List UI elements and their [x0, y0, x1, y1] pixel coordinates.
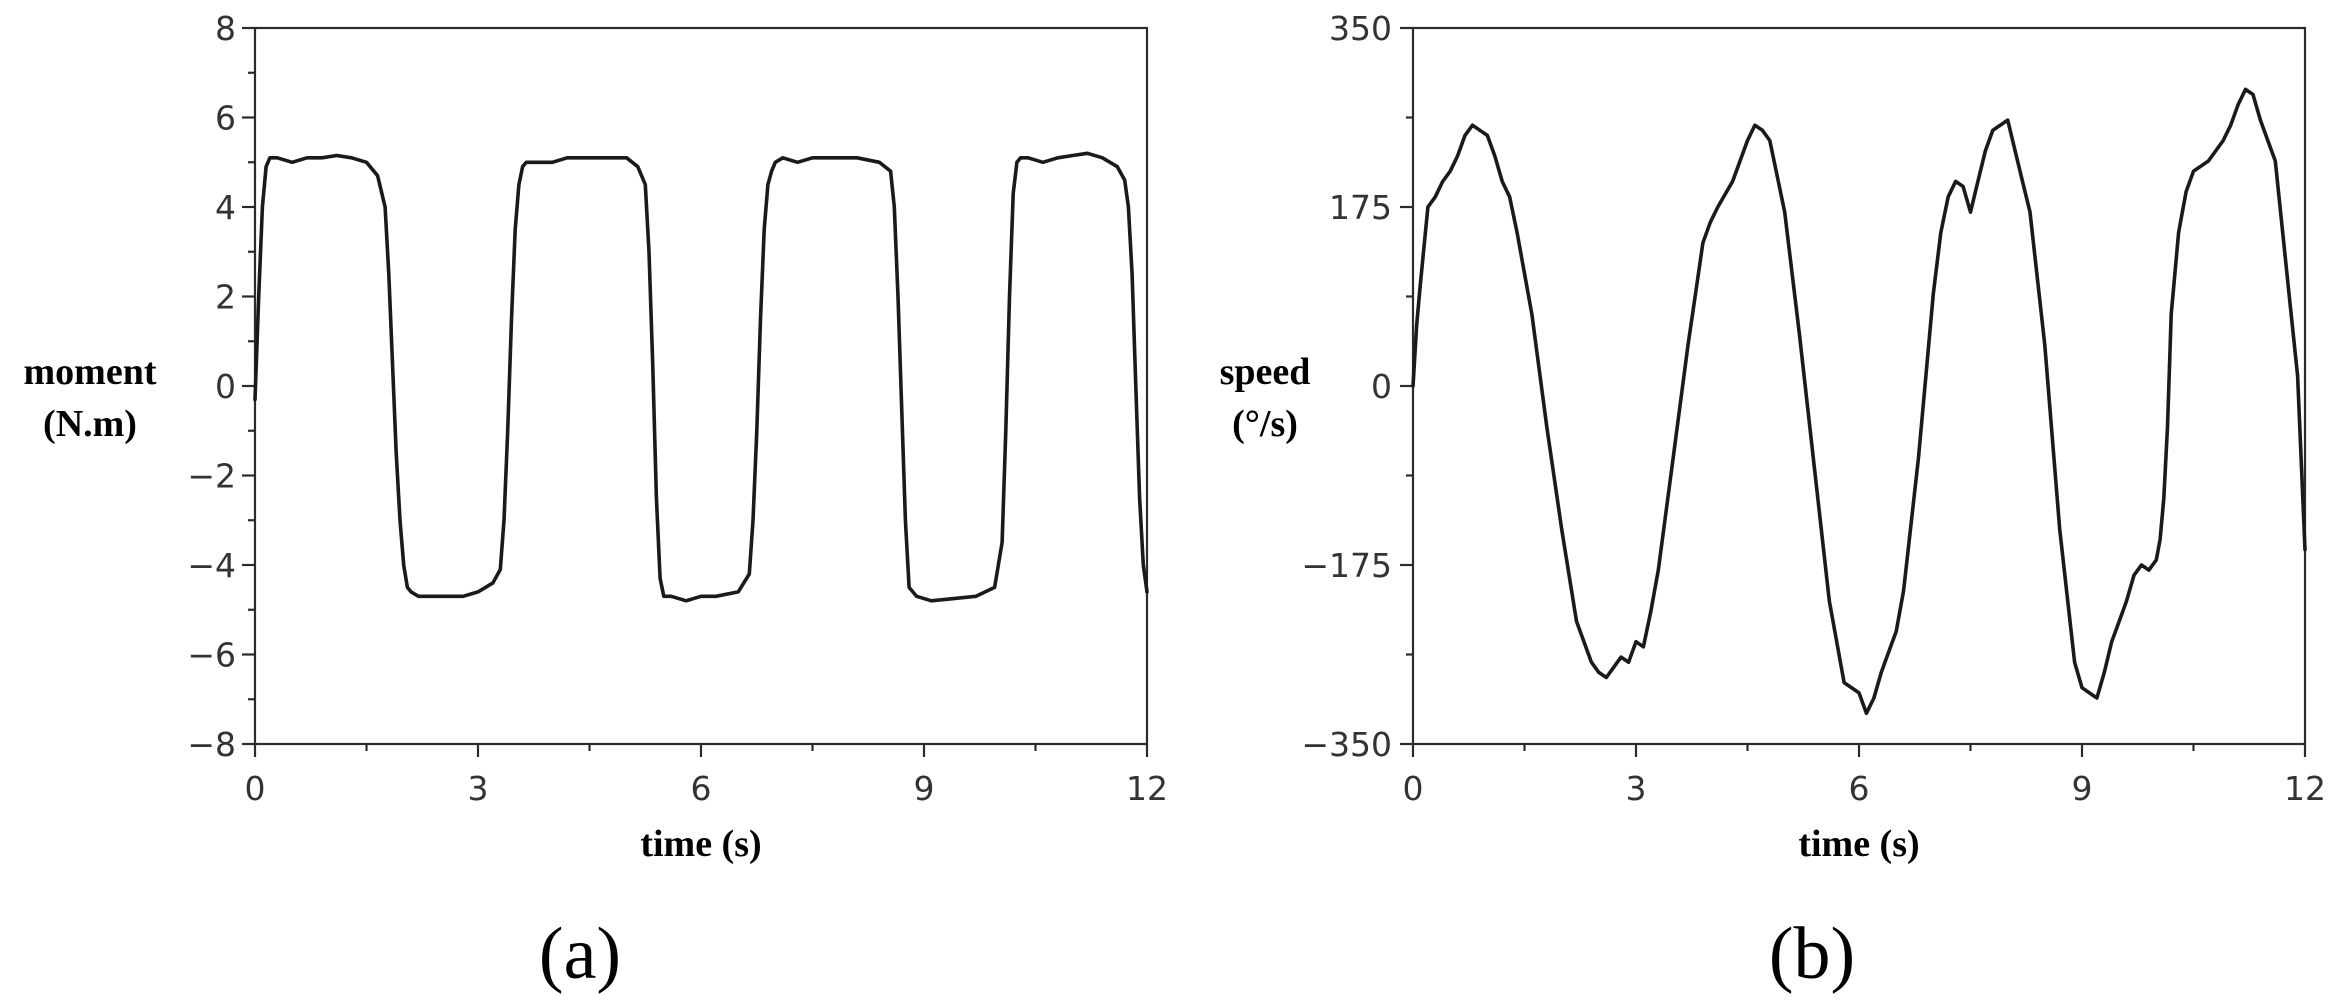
- y-axis-title: speed: [1220, 351, 1311, 393]
- panel-a: −8 −6 −4 −2 0 2 4 6 8 0 3 6 9 12 moment (N.m) time (s) (a…: [24, 9, 1168, 995]
- y-tick-label: −175: [1301, 546, 1392, 585]
- x-tick-label: 6: [691, 769, 712, 808]
- x-tick-label: 3: [468, 769, 489, 808]
- y-tick-label: −8: [187, 725, 236, 764]
- x-tick-label: 0: [1403, 769, 1424, 808]
- x-tick-label: 9: [914, 769, 935, 808]
- series-line: [253, 151, 1149, 603]
- x-tick-label: 3: [1626, 769, 1647, 808]
- x-tick-label: 12: [2284, 769, 2326, 808]
- y-tick-label: 6: [215, 99, 236, 138]
- y-tick-label: −4: [187, 546, 236, 585]
- y-tick-label: 350: [1329, 9, 1392, 48]
- y-axis-title: (°/s): [1232, 403, 1298, 445]
- y-tick-label: 2: [215, 278, 236, 317]
- y-axis-title: (N.m): [43, 403, 137, 445]
- y-tick-label: −6: [187, 636, 236, 675]
- x-axis-title: time (s): [640, 823, 761, 865]
- x-tick-label: 12: [1126, 769, 1168, 808]
- x-tick-label: 0: [245, 769, 266, 808]
- y-tick-label: 0: [1371, 367, 1392, 406]
- y-tick-label: −350: [1301, 725, 1392, 764]
- y-axis-title: moment: [24, 351, 157, 393]
- plot-frame: [253, 26, 1149, 746]
- x-tick-label: 6: [1849, 769, 1870, 808]
- y-tick-label: 175: [1329, 188, 1392, 227]
- panel-label: (a): [539, 913, 621, 995]
- panel-b: −350 −175 0 175 350 0 3 6 9 12 speed (°/s) time (s) (…: [1220, 9, 2326, 995]
- y-tick-label: 0: [215, 367, 236, 406]
- y-tick-label: 8: [215, 9, 236, 48]
- y-tick-label: 4: [215, 188, 236, 227]
- y-tick-label: −2: [187, 457, 236, 496]
- x-tick-label: 9: [2072, 769, 2093, 808]
- series-line: [1411, 87, 2307, 716]
- x-axis-title: time (s): [1798, 823, 1919, 865]
- panel-label: (b): [1769, 913, 1855, 995]
- plot-frame: [1411, 26, 2307, 746]
